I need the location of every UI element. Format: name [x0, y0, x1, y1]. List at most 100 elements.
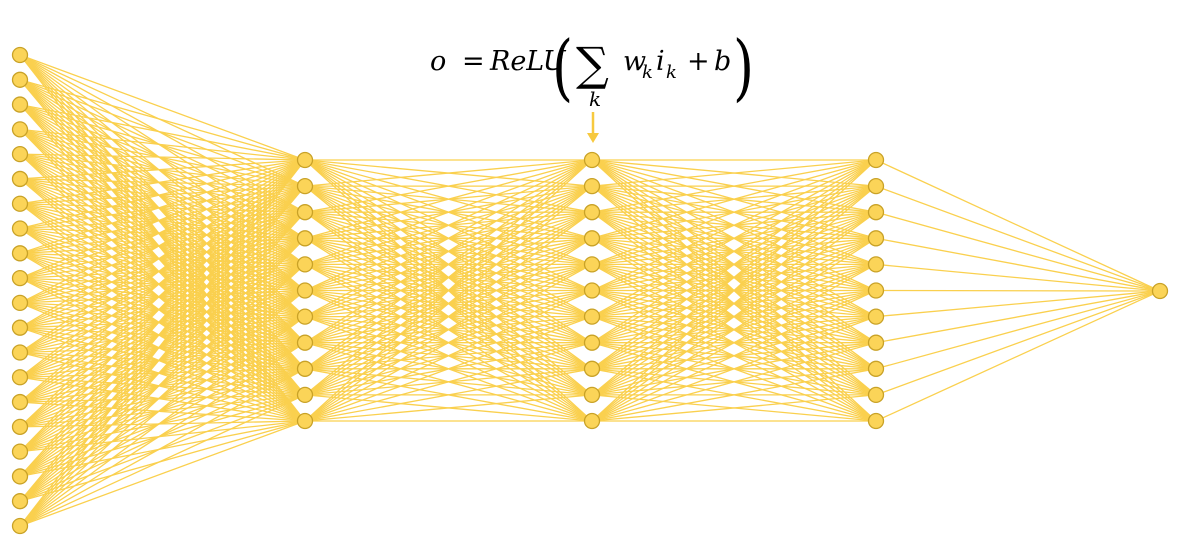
- neuron-node-hidden-3: [867, 360, 885, 377]
- connection-edge: [19, 159, 306, 254]
- connection-edge: [304, 237, 593, 422]
- neuron-node-hidden-2: [583, 204, 601, 221]
- connection-edge: [875, 290, 1161, 422]
- connection-edge: [591, 263, 877, 422]
- connection-edge: [19, 211, 306, 527]
- connection-edge: [19, 203, 306, 239]
- connection-edge: [19, 227, 306, 266]
- neuron-node-input: [11, 146, 29, 163]
- formula-open-paren: (: [552, 26, 573, 110]
- connection-edge: [19, 351, 306, 396]
- connection-edge: [19, 153, 306, 161]
- neuron-node-input: [11, 493, 29, 510]
- neuron-node-hidden-2: [583, 151, 601, 169]
- connection-edge: [19, 289, 306, 527]
- connection-edge: [304, 159, 593, 344]
- formula-output: o: [430, 46, 446, 77]
- neuron-node-hidden-2: [583, 360, 601, 377]
- connection-edge: [19, 159, 306, 180]
- neuron-node-hidden-1: [296, 204, 314, 221]
- neuron-node-hidden-3: [867, 308, 885, 325]
- connection-edge: [19, 79, 306, 161]
- connection-edge: [19, 327, 306, 396]
- neuron-node-hidden-2: [583, 308, 601, 325]
- connection-edge: [591, 289, 877, 422]
- relu-formula: o = ReLU ( ∑ k w k i k + b ): [430, 26, 754, 111]
- neuron-node-hidden-1: [296, 360, 314, 377]
- connection-edge: [19, 351, 306, 370]
- neuron-node-hidden-3: [867, 412, 885, 430]
- connection-edge: [19, 159, 306, 205]
- neuron-node-input: [11, 245, 29, 262]
- neuron-annotation: [587, 112, 599, 143]
- neuron-node-hidden-2: [583, 412, 601, 430]
- neuron-node-hidden-3: [867, 151, 885, 169]
- neuron-node-input: [11, 517, 29, 535]
- connection-edge: [19, 159, 306, 403]
- neuron-node-hidden-2: [583, 386, 601, 404]
- neuron-node-hidden-3: [867, 386, 885, 404]
- connection-edge: [304, 342, 593, 422]
- connection-edge: [591, 159, 877, 370]
- connection-edge: [304, 368, 593, 422]
- connection-edge: [19, 159, 306, 354]
- connection-edge: [591, 159, 877, 422]
- connection-edge: [19, 159, 306, 502]
- neuron-node-input: [11, 468, 29, 485]
- connection-edge: [304, 159, 593, 422]
- connection-edge: [19, 368, 306, 527]
- connection-edge: [591, 315, 877, 422]
- connection-edge: [875, 263, 1161, 292]
- connection-edge: [19, 342, 306, 527]
- connection-edge: [304, 159, 593, 292]
- connection-edge: [875, 290, 1161, 396]
- connection-edge: [591, 394, 877, 422]
- connection-edge: [19, 153, 306, 239]
- connection-edge: [19, 128, 306, 187]
- connections-layer: [19, 54, 1161, 527]
- connection-edge: [304, 315, 593, 422]
- neuron-node-input: [11, 269, 29, 287]
- connection-edge: [19, 103, 306, 187]
- connection-edge: [591, 159, 877, 318]
- connection-edge: [591, 159, 877, 344]
- connection-edge: [19, 277, 306, 344]
- neuron-node-hidden-1: [296, 230, 314, 247]
- connection-edge: [304, 263, 593, 422]
- connection-edge: [304, 159, 593, 370]
- connection-edge: [304, 159, 593, 213]
- neuron-node-hidden-1: [296, 386, 314, 404]
- connection-edge: [19, 159, 306, 378]
- neuron-node-input: [11, 443, 29, 460]
- connection-edge: [19, 178, 306, 239]
- neuron-node-input: [11, 294, 29, 312]
- connection-edge: [19, 159, 306, 329]
- connection-edge: [304, 185, 593, 422]
- formula-bias: b: [714, 46, 731, 77]
- neuron-node-hidden-2: [583, 230, 601, 247]
- connection-edge: [19, 227, 306, 292]
- formula-equals: =: [462, 46, 485, 77]
- neuron-node-hidden-1: [296, 308, 314, 325]
- neuron-node-input: [11, 418, 29, 435]
- neuron-node-input: [11, 220, 29, 237]
- neuron-node-input: [11, 344, 29, 361]
- connection-edge: [19, 178, 306, 213]
- connection-edge: [19, 153, 306, 187]
- connection-edge: [875, 290, 1161, 370]
- connection-edge: [591, 211, 877, 422]
- connection-edge: [19, 159, 306, 230]
- connection-edge: [19, 103, 306, 161]
- neuron-node-hidden-2: [583, 177, 601, 195]
- formula-input: i: [656, 46, 665, 77]
- connection-edge: [304, 159, 593, 266]
- connection-edge: [19, 185, 306, 527]
- connection-edge: [304, 159, 593, 318]
- formula-weight: w: [623, 46, 646, 77]
- connection-edge: [591, 159, 877, 266]
- neuron-node-input: [11, 170, 29, 188]
- neuron-node-hidden-1: [296, 412, 314, 430]
- neuron-node-hidden-2: [583, 256, 601, 273]
- connection-edge: [304, 394, 593, 422]
